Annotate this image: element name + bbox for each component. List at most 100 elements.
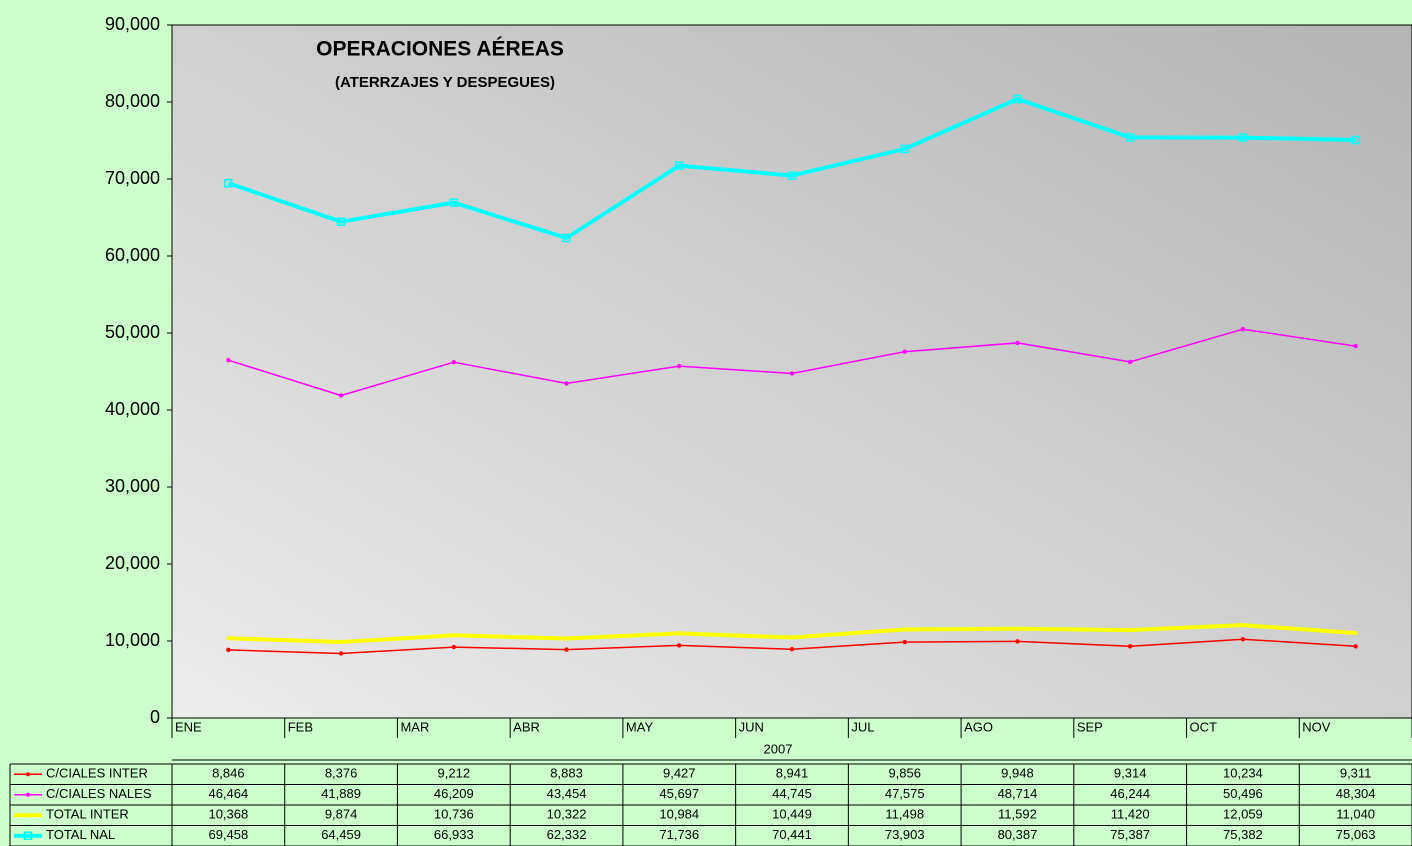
table-cell: 8,846: [212, 766, 245, 781]
marker: [1013, 94, 1022, 104]
table-cell: 9,948: [1001, 766, 1034, 781]
marker: [677, 631, 682, 636]
table-cell: 75,063: [1336, 827, 1376, 842]
marker: [789, 371, 795, 376]
marker: [226, 358, 231, 363]
marker: [338, 393, 344, 398]
marker: [338, 651, 344, 656]
table-cell: 10,322: [547, 807, 587, 822]
marker: [226, 636, 231, 641]
table-cell: 80,387: [998, 827, 1038, 842]
x-tick-label: OCT: [1190, 719, 1218, 734]
table-cell: 9,874: [325, 807, 358, 822]
x-tick-label: AGO: [964, 719, 993, 734]
table-cell: 9,212: [438, 766, 471, 781]
table-cell: 9,314: [1114, 766, 1147, 781]
marker: [1015, 340, 1020, 346]
marker: [451, 644, 457, 650]
marker: [677, 643, 682, 648]
table-cell: 48,304: [1336, 786, 1376, 801]
table-cell: 73,903: [885, 827, 925, 842]
table-cell: 45,697: [659, 786, 699, 801]
marker: [564, 636, 569, 641]
y-tick-label: 50,000: [105, 322, 160, 342]
table-cell: 9,856: [888, 766, 921, 781]
table-cell: 71,736: [659, 827, 699, 842]
marker: [675, 161, 684, 170]
table-cell: 48,714: [998, 786, 1038, 801]
table-cell: 11,040: [1336, 807, 1375, 822]
marker: [790, 635, 794, 640]
marker: [451, 633, 456, 638]
marker: [789, 646, 795, 652]
table-cell: 43,454: [547, 786, 587, 801]
marker: [562, 233, 571, 243]
table-cell: 8,376: [325, 766, 358, 781]
marker: [1015, 626, 1020, 631]
legend-label: TOTAL NAL: [46, 827, 115, 842]
marker: [1240, 623, 1245, 628]
table-cell: 75,387: [1110, 827, 1150, 842]
legend-label: C/CIALES INTER: [46, 766, 148, 781]
x-tick-label: JUL: [851, 719, 874, 734]
table-cell: 8,883: [550, 766, 583, 781]
table-cell: 10,736: [434, 807, 474, 822]
marker: [787, 171, 797, 180]
table-cell: 10,234: [1223, 766, 1263, 781]
marker: [1127, 644, 1133, 649]
marker: [1240, 636, 1246, 642]
marker: [900, 144, 909, 154]
x-tick-label: SEP: [1077, 719, 1103, 734]
table-cell: 11,420: [1111, 807, 1150, 822]
marker: [449, 198, 459, 207]
series-line: [227, 97, 1356, 240]
table-cell: 64,459: [321, 827, 361, 842]
y-tick-label: 0: [150, 707, 160, 727]
y-tick-label: 10,000: [105, 630, 160, 650]
x-tick-label: MAR: [400, 719, 429, 734]
table-cell: 50,496: [1223, 786, 1263, 801]
marker: [1351, 135, 1360, 145]
table-cell: 75,382: [1223, 827, 1263, 842]
marker: [336, 217, 346, 226]
table-cell: 46,209: [434, 786, 474, 801]
table-cell: 70,441: [772, 827, 812, 842]
table-cell: 46,464: [208, 786, 248, 801]
chart-subtitle: (ATERRZAJES Y DESPEGUES): [335, 74, 555, 91]
marker: [1128, 628, 1133, 633]
table-cell: 9,311: [1340, 766, 1372, 781]
chart-title: OPERACIONES AÉREAS: [316, 38, 564, 61]
y-tick-label: 70,000: [105, 168, 160, 188]
x-tick-label: ENE: [175, 719, 202, 734]
x-tick-label: JUN: [739, 719, 764, 734]
marker: [1240, 326, 1246, 332]
marker: [902, 349, 907, 354]
table-cell: 9,427: [663, 766, 696, 781]
legend-swatch: [23, 831, 33, 840]
legend-swatch: [26, 813, 30, 818]
table-cell: 12,059: [1223, 807, 1263, 822]
marker: [1015, 639, 1020, 644]
marker: [1353, 343, 1358, 349]
x-tick-label: FEB: [288, 719, 313, 734]
marker: [1125, 133, 1135, 142]
y-tick-label: 80,000: [105, 91, 160, 111]
y-tick-label: 20,000: [105, 553, 160, 573]
table-cell: 47,575: [885, 786, 925, 801]
marker: [902, 639, 907, 645]
table-cell: 10,368: [208, 807, 248, 822]
marker: [339, 639, 344, 644]
marker: [564, 381, 569, 386]
table-cell: 11,592: [998, 807, 1037, 822]
table-cell: 62,332: [547, 827, 587, 842]
table-cell: 10,984: [659, 807, 699, 822]
marker: [1353, 630, 1358, 635]
table-cell: 69,458: [208, 827, 248, 842]
marker: [1127, 359, 1133, 365]
legend-label: C/CIALES NALES: [46, 786, 152, 801]
table-cell: 41,889: [321, 786, 361, 801]
y-tick-label: 30,000: [105, 476, 160, 496]
marker: [226, 647, 231, 653]
